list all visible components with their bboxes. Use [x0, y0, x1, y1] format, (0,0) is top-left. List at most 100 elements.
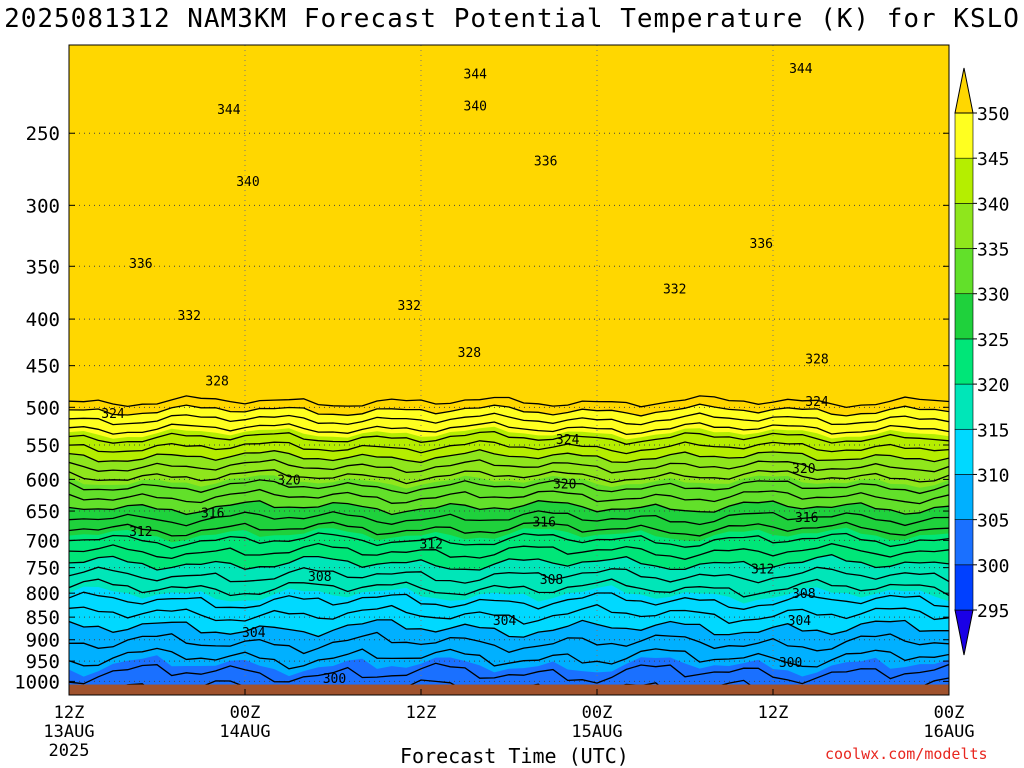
x-tick-label: 12Z [406, 703, 437, 723]
contour-350 [69, 403, 949, 417]
colorbar: 295 300 305 310 315 320 325 330 335 340 345 350 [954, 67, 1010, 656]
colorbar-label: 310 [977, 465, 1010, 486]
contour-label: 320 [277, 473, 300, 488]
contour-346 [69, 421, 949, 436]
contour-label: 336 [129, 257, 152, 272]
y-tick-label: 250 [26, 123, 60, 145]
y-tick-label: 900 [26, 630, 60, 652]
contour-label: 300 [779, 656, 802, 671]
contour-label: 344 [217, 103, 241, 118]
x-tick-label: 00Z [582, 703, 613, 723]
contour-label: 304 [493, 614, 517, 629]
chart-title: 2025081312 NAM3KM Forecast Potential Tem… [4, 4, 1020, 34]
colorbar-label: 330 [977, 285, 1010, 306]
contour-labels: 344 344 344 340 340 336 336 336 332 332 332 328 328 3… [101, 62, 829, 687]
y-tick-label: 800 [26, 583, 60, 605]
grid-layer [68, 45, 950, 695]
y-tick-label: 550 [26, 435, 60, 457]
contour-label: 340 [236, 175, 259, 190]
contour-336 [69, 469, 949, 485]
colorbar-segment [954, 157, 974, 204]
contour-label: 304 [242, 626, 266, 641]
colorbar-label: 335 [977, 240, 1010, 261]
colorbar-label: 315 [977, 420, 1010, 441]
contour-342 [69, 440, 949, 455]
contour-label: 300 [323, 672, 346, 687]
ground-strip [69, 684, 949, 695]
colorbar-label: 325 [977, 330, 1010, 351]
contour-344 [69, 430, 949, 445]
y-tick-label: 500 [26, 397, 60, 419]
contour-314 [69, 591, 949, 610]
colorbar-segment [954, 248, 974, 295]
contour-label: 336 [750, 237, 773, 252]
contour-label: 308 [540, 573, 563, 588]
x-tick-label: 12Z [54, 703, 85, 723]
x-tick-date: 16AUG [923, 722, 974, 742]
contour-label: 332 [178, 309, 201, 324]
y-tick-label: 650 [26, 501, 60, 523]
plot-frame [68, 44, 950, 696]
colorbar-label: 350 [977, 104, 1010, 125]
contour-layer [69, 395, 949, 695]
y-tick-label: 350 [26, 256, 60, 278]
contour-label: 320 [553, 477, 576, 492]
contour-label: 344 [464, 68, 488, 83]
contour-332 [69, 488, 949, 505]
contour-label: 324 [556, 433, 580, 448]
credit-text: coolwx.com/modelts [825, 745, 988, 763]
x-axis-title: Forecast Time (UTC) [400, 744, 629, 768]
y-tick-label: 450 [26, 356, 60, 378]
contour-324 [69, 532, 949, 549]
y-tick-label: 700 [26, 530, 60, 552]
x-tick-label: 00Z [934, 703, 965, 723]
y-tick-label: 950 [26, 651, 60, 673]
contour-316 [69, 578, 949, 598]
contour-310 [69, 619, 949, 638]
x-tick-date: 13AUG [43, 722, 94, 742]
colorbar-label: 345 [977, 149, 1010, 170]
x-tick-year: 2025 [49, 741, 90, 761]
contour-label: 312 [129, 525, 152, 540]
contour-304 [69, 662, 949, 685]
y-tick-label: 300 [26, 195, 60, 217]
contour-label: 316 [532, 515, 555, 530]
contour-label: 308 [308, 570, 331, 585]
colorbar-segment [954, 203, 974, 249]
contour-label: 344 [789, 62, 813, 77]
y-tick-label: 400 [26, 309, 60, 331]
contour-label: 324 [805, 395, 829, 410]
contour-label: 308 [792, 587, 815, 602]
colorbar-extend-high [954, 67, 974, 114]
band-350 [69, 45, 949, 416]
y-axis: 2503003504004505005506006507007508008509… [14, 123, 949, 693]
contour-308 [69, 631, 949, 655]
colorbar-segment [954, 293, 974, 340]
contour-326 [69, 521, 949, 537]
colorbar-label: 320 [977, 375, 1010, 396]
contour-306 [69, 647, 949, 670]
colorbar-extend-low [954, 609, 974, 656]
y-tick-label: 1000 [14, 671, 60, 693]
colorbar-segment [954, 474, 974, 520]
contour-320 [69, 554, 949, 571]
y-tick-label: 600 [26, 469, 60, 491]
contour-label: 312 [751, 563, 774, 578]
contour-348 [69, 412, 949, 426]
contour-340 [69, 449, 949, 464]
x-tick-label: 12Z [758, 703, 789, 723]
colorbar-label: 300 [977, 556, 1010, 577]
contour-334 [69, 479, 949, 495]
contour-label: 316 [795, 511, 818, 526]
colorbar-label: 305 [977, 511, 1010, 532]
colorbar-label: 295 [977, 601, 1010, 622]
colorbar-segment [954, 564, 974, 611]
x-tick-label: 00Z [230, 703, 261, 723]
y-tick-label: 750 [26, 558, 60, 580]
colorbar-segment [954, 338, 974, 385]
contour-label: 340 [464, 99, 487, 114]
contour-label: 320 [792, 462, 815, 477]
contour-330 [69, 500, 949, 516]
